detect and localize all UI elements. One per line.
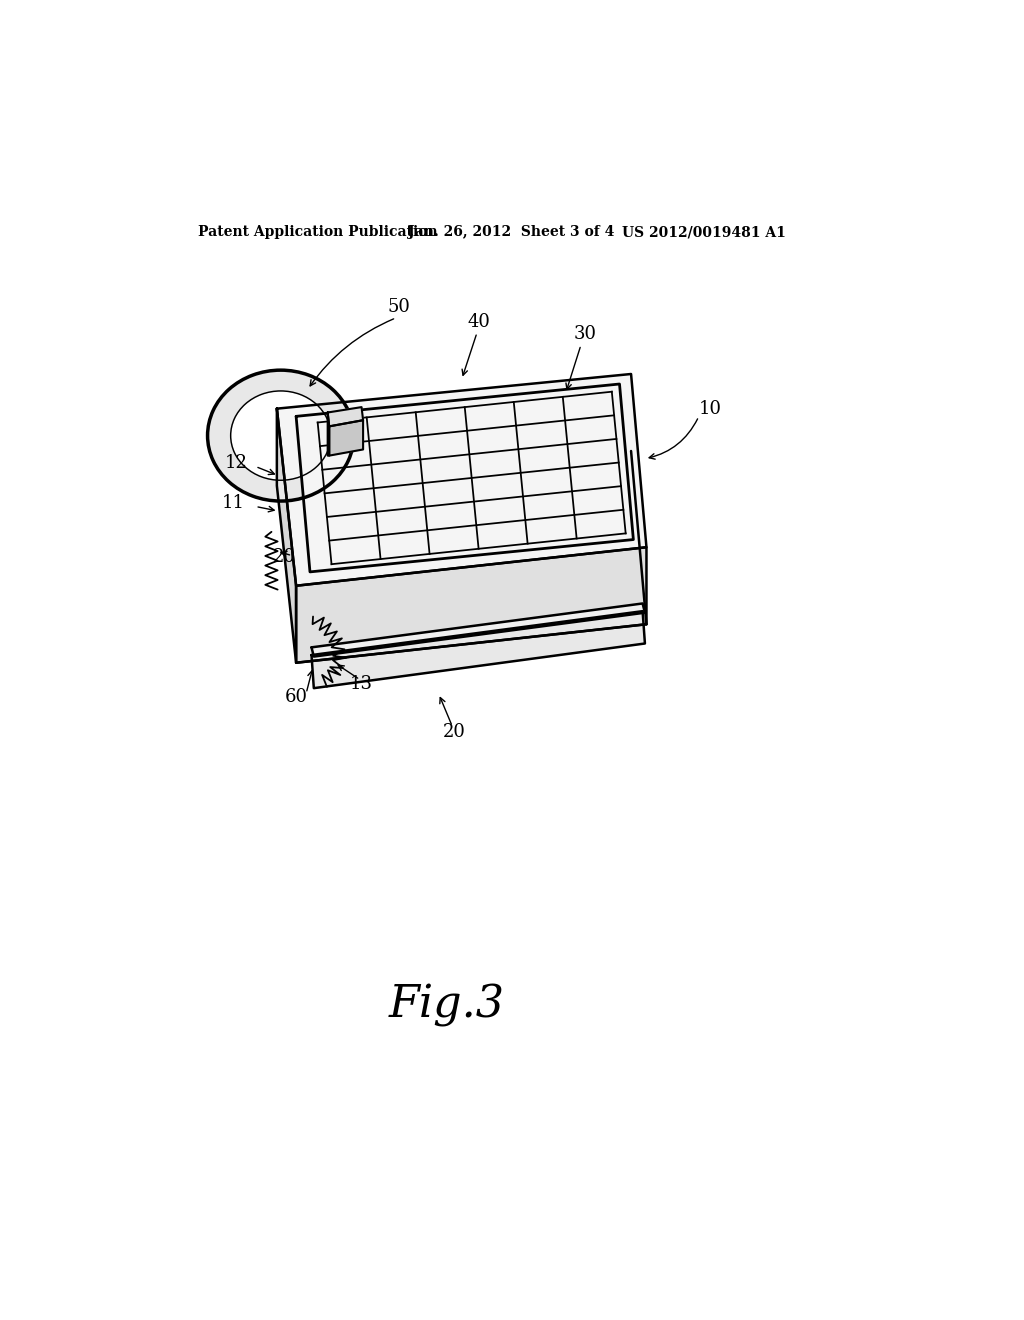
Polygon shape [208,370,354,502]
Polygon shape [328,412,330,455]
Text: Jan. 26, 2012  Sheet 3 of 4: Jan. 26, 2012 Sheet 3 of 4 [408,226,614,239]
Text: 11: 11 [221,494,245,512]
Text: 20: 20 [273,548,296,566]
Text: 30: 30 [573,325,596,343]
Text: 10: 10 [698,400,722,417]
Polygon shape [276,374,646,586]
Text: US 2012/0019481 A1: US 2012/0019481 A1 [622,226,785,239]
Polygon shape [330,420,364,455]
Text: 13: 13 [350,675,373,693]
Polygon shape [296,384,634,572]
Text: 60: 60 [285,689,307,706]
Polygon shape [276,409,296,663]
Text: Patent Application Publication: Patent Application Publication [199,226,438,239]
Polygon shape [296,548,646,663]
Text: 12: 12 [224,454,248,471]
Text: 40: 40 [468,313,490,330]
Text: 20: 20 [442,723,465,741]
Polygon shape [311,611,645,688]
Polygon shape [328,407,364,426]
Polygon shape [311,603,645,656]
Text: 50: 50 [387,298,410,315]
Text: Fig.3: Fig.3 [388,983,505,1027]
